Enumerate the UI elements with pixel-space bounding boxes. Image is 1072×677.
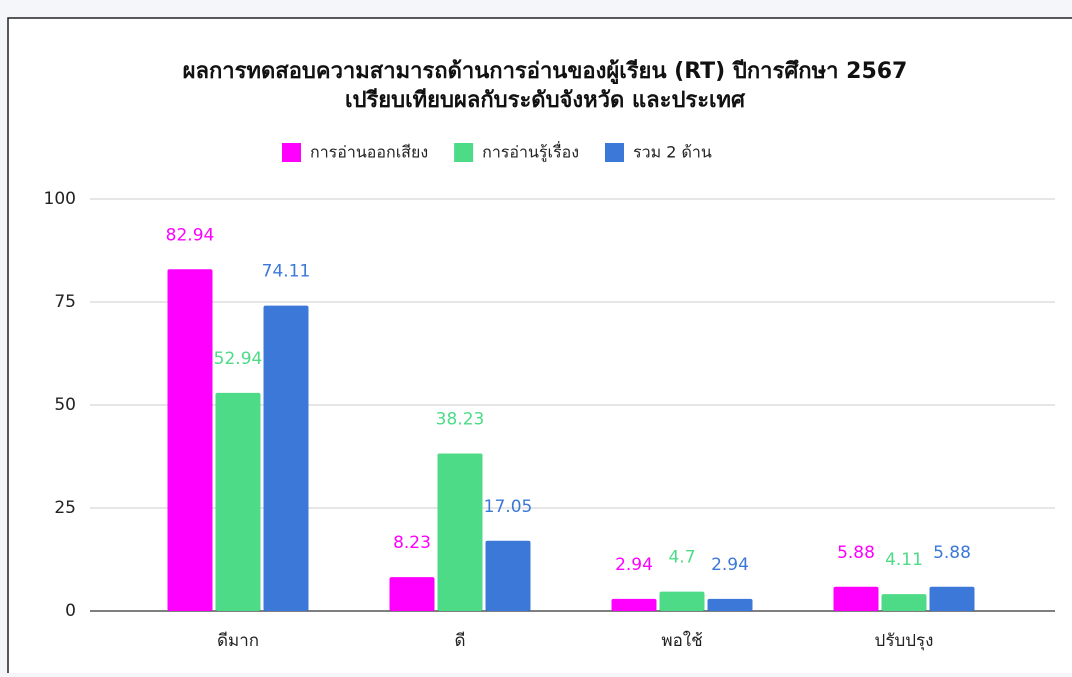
bar [833,586,879,611]
y-tick-label: 25 [54,498,76,518]
bar [485,540,531,611]
bar [437,453,483,611]
legend-swatch [454,143,474,162]
legend-swatch [605,143,624,162]
bar [707,598,753,611]
y-tick-label: 100 [44,189,76,209]
data-label: 38.23 [436,409,485,429]
data-label: 17.05 [484,497,533,517]
legend-label: รวม 2 ด้าน [633,143,712,162]
x-tick-label: ดีมาก [217,631,259,651]
x-tick-label: ดี [454,631,465,651]
data-label: 4.7 [668,548,695,568]
x-tick-label: พอใช้ [661,630,702,651]
y-tick-label: 75 [54,292,76,312]
data-label: 2.94 [615,555,653,575]
data-label: 5.88 [933,543,971,563]
data-label: 2.94 [711,555,749,575]
bar [215,392,261,611]
bar [389,577,435,611]
data-label: 4.11 [885,550,923,570]
bar [263,305,309,611]
legend-swatch [282,143,301,162]
bar [929,586,975,611]
bar [881,594,927,611]
legend-label: การอ่านออกเสียง [310,143,428,162]
bar [167,269,213,611]
y-tick-label: 50 [54,395,76,415]
bar [659,591,705,611]
data-label: 74.11 [262,262,311,282]
data-label: 5.88 [837,543,875,563]
y-tick-label: 0 [65,601,76,621]
legend-label: การอ่านรู้เรื่อง [482,141,579,163]
chart-subtitle: เปรียบเทียบผลกับระดับจังหวัด และประเทศ [345,88,746,113]
x-tick-label: ปรับปรุง [875,631,934,651]
bar [611,598,657,611]
data-label: 82.94 [166,225,215,245]
data-label: 8.23 [393,533,431,553]
chart-title: ผลการทดสอบความสามารถด้านการอ่านของผู้เรี… [183,59,908,85]
data-label: 52.94 [214,349,263,369]
